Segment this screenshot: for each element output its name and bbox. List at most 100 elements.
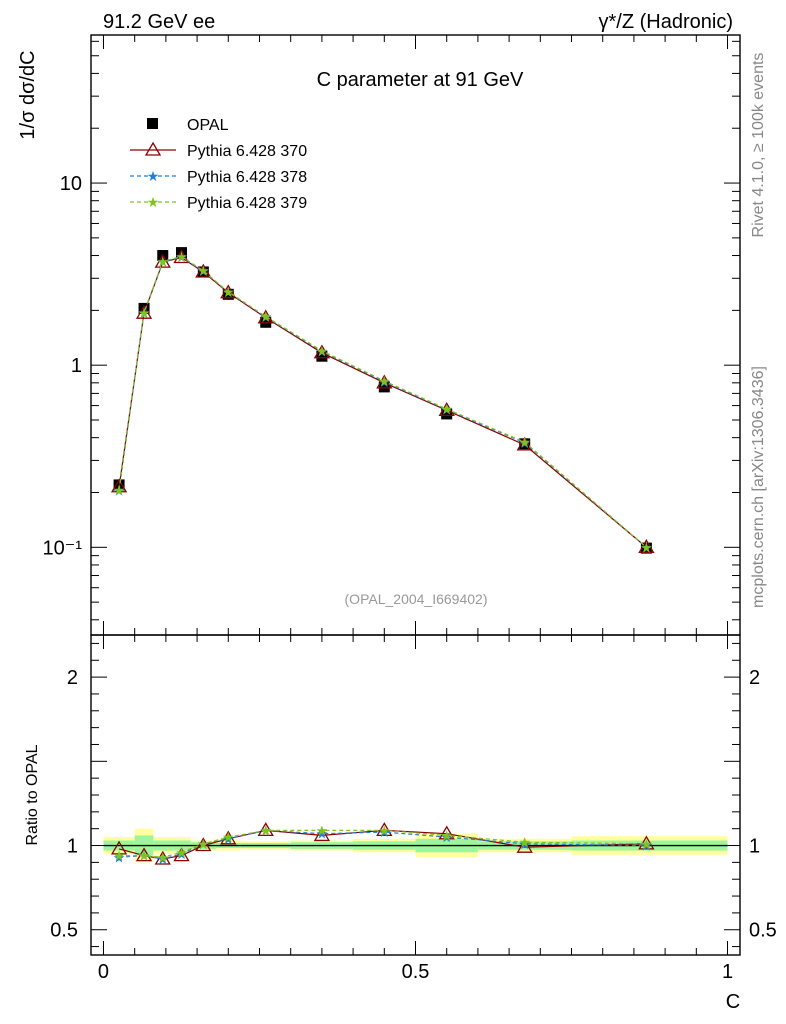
data-point-star: ★ (222, 832, 235, 848)
legend-label-379: Pythia 6.428 379 (187, 195, 307, 212)
series-line (118, 256, 647, 548)
data-point-star: ★ (640, 837, 653, 853)
data-point-star: ★ (378, 825, 391, 841)
x-tick-label: 0 (98, 961, 109, 983)
data-point-triangle (438, 825, 455, 840)
ratio-ytick-label: 0.5 (50, 920, 78, 942)
data-point-star: ★ (518, 835, 531, 851)
legend-triangle-marker (144, 141, 162, 156)
data-point-star: ★ (518, 436, 531, 452)
data-point-triangle (638, 539, 655, 553)
ratio-ytick-label: 1 (67, 836, 78, 858)
data-point-star: ★ (138, 306, 151, 322)
legend-star-marker-379: ★ (147, 195, 160, 211)
ratio-ytick-label-right: 2 (749, 667, 760, 689)
data-point-star: ★ (175, 250, 188, 266)
ratio-series-layer: ★ ★ ★ ★★ ★★ ★ ★ ★ ★ ★★ ★ ★ ★★ ★ ★ ★ ★ ★ ★ ★ (110, 822, 655, 868)
data-point-star: ★ (316, 823, 329, 839)
data-point-triangle (110, 840, 128, 855)
legend-label-370: Pythia 6.428 370 (187, 143, 307, 160)
data-point-triangle (313, 827, 331, 842)
data-point-triangle (154, 850, 171, 865)
data-point-triangle (638, 835, 655, 850)
legend-entry-opal: OPAL (147, 117, 229, 134)
data-point-star: ★ (175, 250, 188, 266)
legend-label-378: Pythia 6.428 378 (187, 169, 307, 186)
data-point-triangle (195, 837, 212, 852)
legend-entry-379: ★ Pythia 6.428 379 (130, 195, 307, 212)
data-point-star: ★ (113, 849, 126, 865)
data-point-triangle (516, 838, 533, 853)
series-line (118, 255, 647, 548)
data-point-triangle (516, 436, 533, 451)
data-point-square (640, 542, 652, 554)
main-title: C parameter at 91 GeV (317, 69, 524, 91)
ratio-axis-ticks (91, 635, 740, 955)
series-opal (113, 247, 652, 554)
series-line (119, 829, 647, 858)
data-point-square (222, 288, 234, 300)
data-point-star: ★ (113, 484, 126, 500)
series-pythia-6-428-370 (110, 249, 655, 553)
data-point-star: ★ (316, 344, 329, 360)
data-point-star: ★ (113, 483, 126, 499)
x-axis-label: C (726, 991, 740, 1013)
legend: OPAL Pythia 6.428 370 ★ Pythia 6.428 378… (130, 117, 307, 212)
analysis-annotation: (OPAL_2004_I669402) (345, 591, 488, 607)
series-line (118, 256, 647, 548)
ratio-series-pythia-6-428-379: ★ ★ ★ ★ ★ ★ ★ ★ ★ ★ ★ ★ (113, 823, 653, 866)
data-point-star: ★ (138, 849, 151, 865)
data-point-triangle (135, 847, 153, 862)
data-point-triangle (313, 344, 331, 359)
data-point-star: ★ (156, 850, 169, 866)
x-tick-label: 0.5 (402, 961, 430, 983)
data-point-square (378, 381, 390, 393)
legend-star-marker-378: ★ (147, 169, 160, 185)
ratio-ytick-label: 2 (67, 667, 78, 689)
main-axis-ticks (91, 35, 740, 635)
ratio-panel: ★ ★ ★ ★★ ★★ ★ ★ ★ ★ ★★ ★ ★ ★★ ★ ★ ★ ★ ★ ★ ★ 2 21 10.5 0.5 0 0.5… (24, 634, 777, 1013)
data-point-star: ★ (222, 285, 235, 301)
data-point-star: ★ (378, 823, 391, 839)
data-point-square (519, 438, 531, 450)
main-y-tick-labels: 10 1 10⁻¹ (43, 173, 83, 559)
mcplots-label: mcplots.cern.ch [arXiv:1306.3436] (750, 366, 767, 608)
data-point-star: ★ (440, 828, 453, 844)
series-pythia-6-428-379: ★ ★ ★ ★ ★ ★ ★ ★ ★ ★ ★ ★ (113, 250, 653, 557)
x-tick-label: 1 (722, 961, 733, 983)
main-panel: C parameter at 91 GeV 1/σ dσ/dC (OPAL_20… (17, 34, 741, 636)
data-point-star: ★ (640, 839, 653, 855)
data-point-triangle (220, 284, 237, 299)
data-point-star: ★ (113, 850, 126, 866)
data-point-star: ★ (440, 402, 453, 418)
ratio-series-pythia-6-428-378: ★ ★ ★ ★ ★ ★ ★ ★ ★ ★ ★ ★ (113, 823, 653, 868)
data-point-square (441, 408, 453, 420)
data-point-star: ★ (197, 837, 210, 853)
ratio-ytick-label-right: 0.5 (749, 920, 777, 942)
legend-entry-370: Pythia 6.428 370 (130, 141, 307, 160)
data-point-star: ★ (222, 830, 235, 846)
main-series-layer: ★★★ ★★★★★★★★★★★★ ★★★★★★★★★ (110, 247, 655, 557)
header-right: γ*/Z (Hadronic) (599, 11, 733, 33)
ratio-ylabel: Ratio to OPAL (24, 744, 41, 845)
data-point-star: ★ (640, 540, 653, 556)
legend-entry-378: ★ Pythia 6.428 378 (130, 169, 307, 186)
data-point-triangle (438, 402, 455, 416)
data-point-triangle (257, 822, 274, 837)
data-point-star: ★ (378, 374, 391, 390)
ratio-frame (90, 634, 741, 956)
data-point-star: ★ (175, 845, 188, 861)
data-point-star: ★ (197, 837, 210, 853)
header-left: 91.2 GeV ee (103, 11, 215, 33)
data-point-triangle (135, 304, 153, 319)
x-tick-labels: 0 0.5 1 (98, 961, 733, 983)
data-point-triangle (376, 822, 393, 837)
data-point-star: ★ (316, 344, 329, 360)
data-point-star: ★ (259, 823, 272, 839)
data-point-star: ★ (440, 403, 453, 419)
data-point-star: ★ (378, 375, 391, 391)
main-ytick-label: 10⁻¹ (43, 537, 83, 559)
data-point-triangle (173, 249, 190, 264)
ratio-ytick-label-right: 1 (749, 836, 760, 858)
